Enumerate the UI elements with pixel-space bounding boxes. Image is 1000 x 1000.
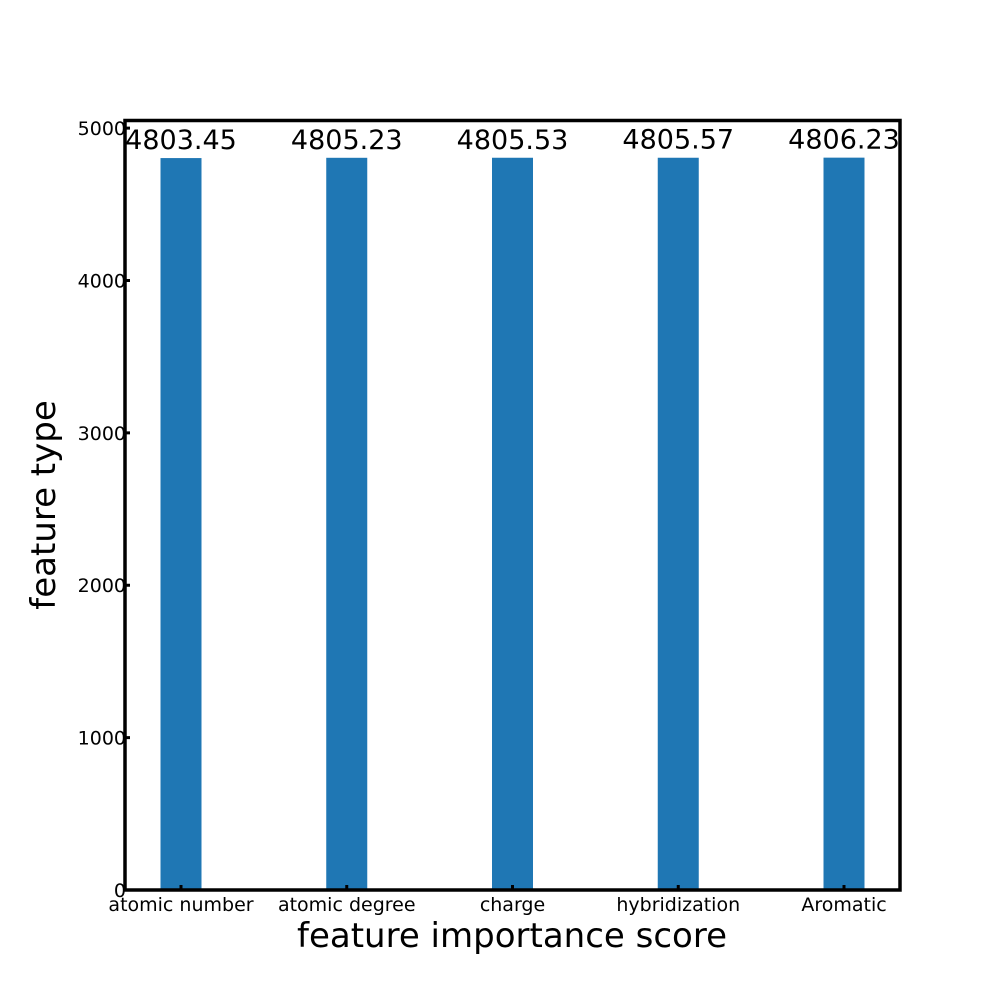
data-label: 4806.23	[788, 125, 900, 156]
x-axis-title: feature importance score	[297, 916, 727, 956]
bar	[492, 157, 533, 891]
bar	[657, 157, 699, 890]
x-tick-label: hybridization	[616, 894, 740, 916]
data-label: 4805.53	[457, 125, 569, 156]
data-label: 4803.45	[125, 125, 237, 156]
plot-frame	[123, 118, 902, 892]
data-label: 4805.23	[291, 125, 403, 156]
bars-layer	[160, 157, 865, 891]
data-label: 4805.57	[622, 125, 734, 156]
x-tick-label: atomic degree	[278, 894, 416, 916]
y-tick-label: 2000	[78, 575, 126, 597]
bar	[823, 157, 865, 890]
y-axis-title: feature type	[24, 400, 64, 610]
x-tick-label: atomic number	[108, 894, 253, 916]
y-tick-label: 1000	[78, 728, 126, 750]
y-tick-label: 5000	[78, 118, 126, 140]
bar	[160, 158, 202, 890]
x-tick-label: charge	[480, 894, 545, 916]
y-tick-label: 0	[114, 880, 126, 902]
bar	[326, 157, 368, 891]
y-tick-label: 4000	[78, 270, 126, 292]
labels-layer: 4803.45 atomic number 4805.23 atomic degree…	[78, 118, 900, 916]
x-tick-label: Aromatic	[801, 894, 886, 916]
y-tick-label: 3000	[78, 423, 126, 445]
